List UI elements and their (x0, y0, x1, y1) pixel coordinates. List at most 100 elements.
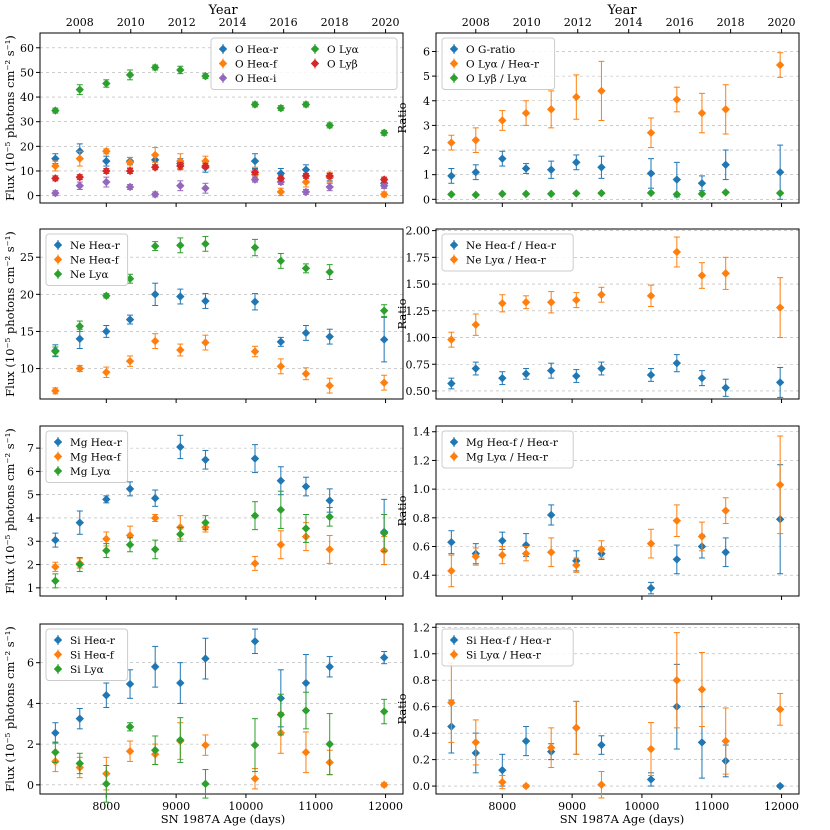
data-point (75, 181, 84, 190)
data-point (521, 781, 531, 791)
data-point (276, 187, 286, 197)
data-point (672, 516, 682, 525)
data-point (597, 740, 606, 750)
data-point (176, 65, 185, 75)
data-point (250, 168, 260, 177)
data-point (301, 100, 311, 109)
legend-label: O Heα-f (235, 59, 278, 71)
top-tick-label: 2016 (666, 16, 694, 29)
data-point (75, 759, 84, 768)
data-point (379, 306, 389, 315)
x-tick-label: 11000 (298, 800, 333, 813)
data-point (201, 184, 210, 193)
data-point (597, 188, 606, 198)
legend-label: Ne Lyα (70, 269, 109, 281)
data-point (546, 189, 556, 199)
data-point (276, 362, 286, 371)
data-point (150, 336, 160, 346)
y-tick-label: 20 (20, 140, 34, 153)
legend-marker (218, 73, 228, 83)
data-point (276, 476, 286, 485)
legend-label: Si Heα-f (70, 650, 115, 662)
top-tick-label: 2008 (462, 16, 490, 29)
legend-label: O G-ratio (466, 44, 515, 56)
data-point (150, 241, 160, 251)
data-point (775, 303, 785, 312)
data-point (447, 566, 456, 576)
data-point (672, 555, 682, 564)
y-tick-label: 10 (20, 363, 34, 376)
data-point (102, 79, 111, 88)
data-point (498, 777, 507, 787)
data-point (75, 364, 84, 373)
data-point (775, 480, 785, 490)
series-si-hea-f (51, 712, 389, 791)
legend-label: Mg Heα-r (70, 437, 123, 449)
data-point (672, 358, 682, 368)
y-tick-label: 1 (423, 169, 430, 182)
data-point (301, 187, 311, 197)
y-tick-label: 3 (423, 119, 430, 132)
data-point (379, 175, 389, 184)
legend-label: O Lyα (327, 44, 359, 56)
series-o-lyb (51, 161, 389, 184)
data-point (176, 735, 185, 745)
series-o-hea-r (51, 143, 389, 189)
legend-marker (449, 240, 459, 250)
data-point (51, 748, 60, 757)
legend-label: Ne Lyα / Heα-r (466, 255, 547, 267)
data-point (125, 484, 135, 494)
data-point (379, 653, 389, 662)
y-axis-label: Flux (10⁻⁵ photons cm⁻² s⁻¹) (3, 428, 17, 594)
data-point (572, 371, 581, 381)
data-point (51, 347, 60, 356)
data-point (176, 181, 185, 190)
data-point (471, 738, 480, 747)
legend-box (441, 233, 574, 272)
legend-box (45, 628, 129, 681)
data-point (646, 583, 656, 593)
panel-o-ratio: 0 1 2 3 4 5 6 2008 2010 2012 2014 2016 2018 2020 Ratio… (395, 16, 800, 207)
data-point (379, 190, 389, 199)
data-point (325, 171, 334, 181)
data-point (325, 662, 334, 671)
data-point (521, 549, 531, 558)
data-point (250, 511, 260, 520)
y-tick-label: 0.4 (413, 569, 431, 582)
y-tick-label: 2 (27, 559, 34, 572)
y-tick-label: 0.8 (413, 512, 431, 525)
legend-marker (53, 269, 63, 279)
data-point (697, 373, 707, 383)
data-point (546, 510, 556, 520)
data-point (447, 538, 456, 547)
data-point (102, 177, 111, 187)
data-point (325, 496, 334, 505)
data-point (125, 679, 135, 689)
data-point (102, 291, 111, 301)
legend-label: O Lyβ / Lyα (466, 73, 527, 85)
y-tick-label: 30 (20, 116, 34, 129)
data-point (276, 174, 286, 183)
legend-marker (449, 437, 459, 447)
data-point (498, 299, 507, 308)
data-point (775, 60, 785, 70)
y-tick-label: 0 (27, 190, 34, 203)
data-point (51, 562, 60, 572)
legend-label: O Heα-r (235, 44, 279, 56)
data-point (447, 138, 456, 147)
data-point (646, 188, 656, 198)
data-point (572, 560, 581, 570)
data-point (379, 528, 389, 538)
y-tick-label: 1.2 (413, 621, 431, 634)
y-tick-label: 0.2 (413, 754, 431, 767)
data-point (201, 239, 210, 249)
data-point (325, 381, 334, 390)
top-tick-label: 2012 (564, 16, 592, 29)
series-si-lya (51, 691, 389, 803)
data-point (51, 188, 60, 198)
x-tick-label: 8000 (488, 800, 516, 813)
y-tick-label: 15 (20, 325, 34, 338)
legend-marker (310, 59, 320, 68)
legend-marker (449, 452, 459, 461)
